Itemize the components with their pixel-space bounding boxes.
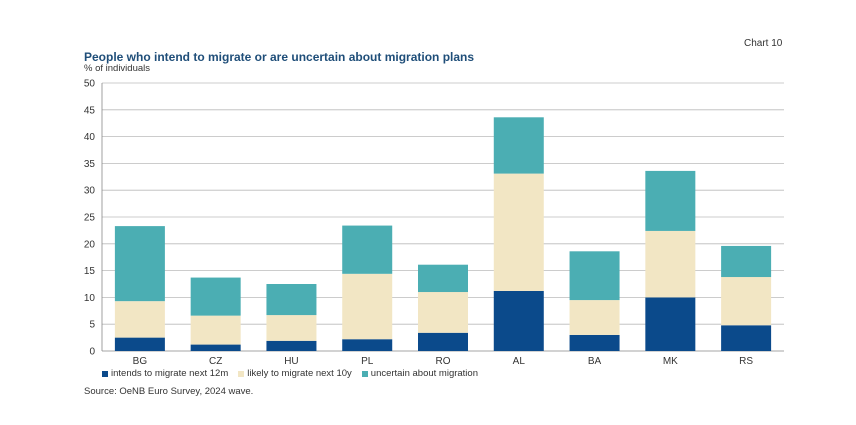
- bar-mk-series-1: [645, 230, 696, 298]
- legend-item-likely: likely to migrate next 10y: [238, 368, 352, 379]
- x-tick-label-bg: BG: [133, 356, 148, 367]
- bar-rs-series-2: [721, 245, 772, 278]
- y-tick-label: 20: [84, 239, 96, 250]
- bar-ro-series-1: [418, 292, 468, 333]
- x-tick-label-ba: BA: [588, 356, 602, 367]
- x-tick-label-ro: RO: [436, 356, 451, 367]
- x-tick-label-mk: MK: [663, 356, 678, 367]
- source-note: Source: OeNB Euro Survey, 2024 wave.: [84, 386, 254, 397]
- bar-rs-series-1: [721, 277, 772, 326]
- x-tick-label-rs: RS: [739, 356, 753, 367]
- bar-mk-series-0: [645, 297, 696, 351]
- bar-ba-series-1: [569, 300, 620, 335]
- y-tick-label: 10: [84, 293, 96, 304]
- bar-ba-series-0: [569, 334, 620, 351]
- y-tick-label: 30: [84, 186, 96, 197]
- x-tick-labels: BG CZ HU PL RO AL BA MK RS: [133, 356, 754, 367]
- y-tick-label: 25: [84, 213, 96, 224]
- x-tick-label-cz: CZ: [209, 356, 222, 367]
- y-tick-label: 50: [84, 79, 96, 90]
- bar-ro-series-2: [418, 264, 468, 293]
- bar-cz-series-1: [190, 315, 241, 345]
- bar-ba-series-2: [569, 251, 620, 301]
- y-axis-unit: % of individuals: [84, 63, 151, 74]
- y-tick-label: 0: [89, 347, 95, 358]
- legend-label-uncertain: uncertain about migration: [370, 368, 478, 379]
- bar-cz-series-0: [190, 344, 241, 351]
- bar-pl-series-1: [342, 273, 393, 340]
- bar-bg-series-0: [114, 337, 165, 351]
- y-tick-label: 45: [84, 105, 96, 116]
- bar-bg-series-1: [114, 301, 165, 338]
- legend: intends to migrate next 12m likely to mi…: [102, 368, 478, 379]
- bar-hu-series-2: [266, 284, 317, 316]
- bar-hu-series-0: [266, 340, 317, 351]
- bar-hu-series-1: [266, 315, 317, 341]
- x-tick-label-pl: PL: [361, 356, 374, 367]
- bar-rs-series-0: [721, 325, 772, 351]
- bar-al-series-1: [493, 173, 544, 291]
- y-tick-label: 5: [89, 320, 95, 331]
- legend-item-uncertain: uncertain about migration: [361, 368, 478, 379]
- bar-cz-series-2: [190, 277, 241, 316]
- x-tick-label-hu: HU: [284, 356, 298, 367]
- legend-label-likely: likely to migrate next 10y: [247, 368, 352, 379]
- x-tick-label-al: AL: [513, 356, 526, 367]
- chart-title: People who intend to migrate or are unce…: [84, 50, 475, 64]
- chart-number-label: Chart 10: [744, 38, 783, 49]
- legend-swatch-likely: [238, 370, 245, 377]
- y-tick-labels: 0 5 10 15 20 25 30 35 40 45 50: [84, 79, 96, 358]
- legend-label-intend: intends to migrate next 12m: [111, 368, 229, 379]
- bar-bg-series-2: [114, 226, 165, 302]
- bar-pl-series-0: [342, 339, 393, 351]
- y-tick-label: 15: [84, 266, 96, 277]
- bar-al-series-2: [493, 117, 544, 174]
- bars: [114, 117, 772, 351]
- bar-al-series-0: [493, 290, 544, 351]
- y-tick-label: 35: [84, 159, 96, 170]
- y-tick-label: 40: [84, 132, 96, 143]
- bar-ro-series-0: [418, 332, 468, 351]
- bar-mk-series-2: [645, 170, 696, 231]
- legend-item-intend: intends to migrate next 12m: [102, 368, 228, 379]
- legend-swatch-uncertain: [361, 370, 368, 377]
- bar-pl-series-2: [342, 225, 393, 274]
- legend-swatch-intend: [102, 370, 108, 377]
